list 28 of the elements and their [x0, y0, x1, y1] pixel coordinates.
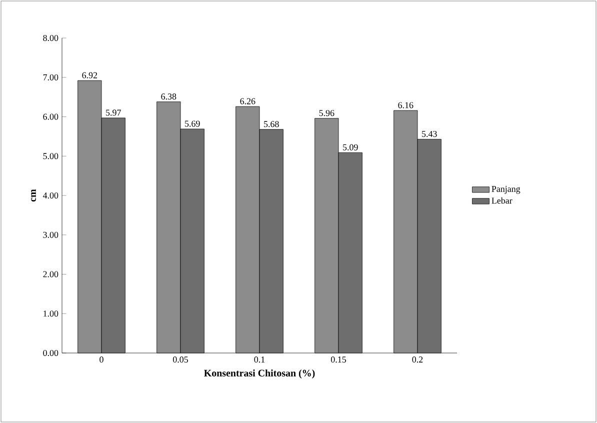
data-label: 5.68	[264, 121, 279, 128]
x-tick-label: 0	[100, 356, 104, 363]
data-label: 5.09	[343, 144, 358, 150]
x-tick-label: 0.15	[331, 356, 346, 363]
y-tick-label: 6.00	[43, 114, 58, 120]
data-label: 5.43	[422, 130, 437, 137]
legend-label: Panjang	[492, 186, 520, 194]
data-label: 6.26	[240, 98, 256, 104]
x-tick-label: 0.2	[412, 356, 423, 363]
y-tick-label: 8.00	[43, 34, 58, 42]
data-label: 5.97	[106, 110, 121, 116]
x-axis-title: Konsentrasi Chitosan (%)	[204, 369, 315, 378]
x-tick-label: 0.1	[254, 356, 265, 363]
y-tick-label: 5.00	[43, 153, 58, 160]
y-tick-label: 1.00	[44, 310, 58, 317]
data-label: 6.16	[398, 102, 414, 108]
y-axis-title: cm	[31, 189, 36, 202]
y-tick-label: 7.00	[43, 74, 58, 80]
y-tick-label: 3.00	[43, 232, 58, 238]
data-label: 5.69	[185, 120, 200, 127]
y-tick-label: 2.00	[43, 271, 58, 278]
data-label: 6.92	[82, 72, 97, 78]
data-label: 5.96	[319, 110, 334, 116]
x-tick-label: 0.05	[173, 356, 188, 363]
y-tick-label: 4.00	[42, 192, 58, 199]
y-tick-label: 0.00	[43, 350, 58, 356]
data-label: 6.38	[161, 94, 176, 100]
legend-label: Lebar	[492, 197, 512, 204]
